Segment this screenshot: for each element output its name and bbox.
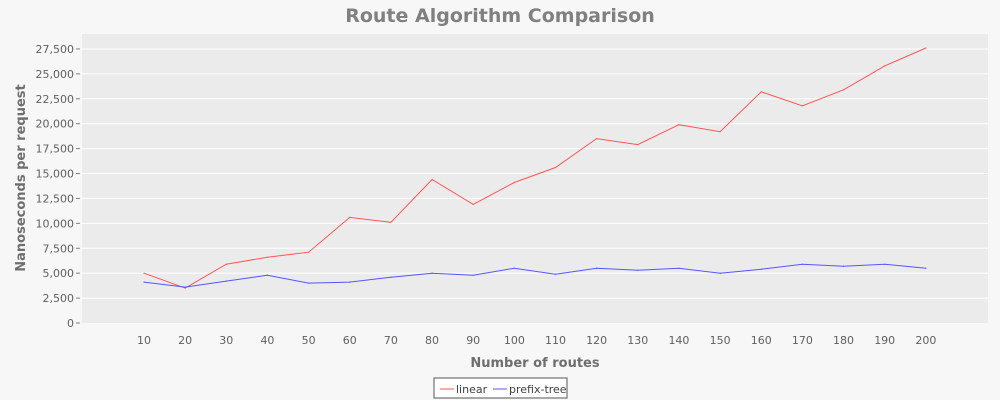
y-tick-label: 7,500 [43,242,75,255]
x-axis-label: Number of routes [470,356,599,371]
legend-label-linear: linear [456,383,488,396]
y-tick-label: 10,000 [36,217,75,230]
data-point-linear [637,144,639,146]
y-tick-label: 15,000 [36,168,75,181]
y-tick-label: 5,000 [43,267,75,280]
y-tick-label: 27,500 [36,43,75,56]
legend-frame [433,377,568,399]
legend: linear prefix-tree [433,377,568,399]
data-point-linear [554,166,557,169]
x-tick-label: 160 [751,334,772,347]
data-point-linear [801,105,804,107]
x-tick-label: 80 [425,334,439,347]
data-point-prefix-tree [349,281,351,283]
x-tick-label: 180 [833,334,854,347]
data-point-prefix-tree [801,263,804,265]
x-tick-label: 150 [710,334,731,347]
data-point-linear [884,65,886,67]
data-point-linear [842,89,845,91]
x-tick-label: 130 [627,334,648,347]
y-tick-label: 17,500 [36,143,75,156]
data-point-prefix-tree [472,274,474,276]
y-axis-label: Nanoseconds per request [14,84,29,271]
data-point-prefix-tree [431,272,433,274]
data-point-prefix-tree [925,267,927,269]
x-tick-label: 100 [504,334,525,347]
data-point-prefix-tree [554,273,557,275]
x-tick-label: 170 [792,334,813,347]
data-point-prefix-tree [184,286,186,288]
data-point-linear [678,124,680,126]
x-tick-label: 50 [302,334,316,347]
series-line-prefix-tree [143,263,926,288]
x-tick-label: 40 [260,334,274,347]
data-point-linear [266,256,268,258]
y-tick-label: 12,500 [36,192,75,205]
series-line-linear [143,47,927,289]
plot-area [82,34,988,323]
data-point-linear [513,181,515,184]
data-point-linear [719,131,721,133]
x-tick-label: 90 [466,334,480,347]
grid-lines [82,48,988,299]
data-point-linear [225,263,227,265]
x-tick-label: 60 [343,334,357,347]
data-point-linear [308,251,310,253]
y-tick-label: 20,000 [36,118,75,131]
y-tick-label: 25,000 [36,68,75,81]
x-tick-label: 30 [219,334,233,347]
data-point-prefix-tree [719,272,721,274]
data-point-linear [390,221,392,223]
y-tick-label: 2,500 [43,292,75,305]
data-point-prefix-tree [678,267,680,269]
data-point-prefix-tree [637,269,639,271]
data-point-prefix-tree [308,282,310,284]
data-point-linear [431,178,433,181]
series-lines [143,47,927,289]
legend-label-prefix-tree: prefix-tree [509,383,567,396]
data-point-prefix-tree [143,281,145,283]
data-point-prefix-tree [884,263,886,265]
data-point-prefix-tree [842,265,845,267]
axes: 0 2,500 5,000 7,500 10,000 12,500 15,000 17,500… [36,43,937,347]
x-tick-label: 190 [874,334,895,347]
y-tick-label: 22,500 [36,93,75,106]
data-point-prefix-tree [760,268,762,270]
data-point-prefix-tree [596,267,598,269]
x-tick-label: 70 [384,334,398,347]
data-point-prefix-tree [390,276,392,278]
data-point-linear [925,47,927,49]
data-point-prefix-tree [266,274,268,276]
data-point-linear [472,203,474,205]
x-tick-label: 10 [137,334,151,347]
data-point-linear [349,216,351,218]
x-tick-label: 110 [545,334,566,347]
data-point-prefix-tree [513,267,515,269]
x-tick-label: 200 [915,334,936,347]
data-point-prefix-tree [225,280,227,282]
x-tick-label: 120 [586,334,607,347]
data-point-linear [760,91,762,93]
chart-title: Route Algorithm Comparison [345,5,655,27]
data-point-linear [184,287,186,289]
x-tick-label: 140 [668,334,689,347]
data-point-linear [596,138,598,140]
data-point-linear [143,272,145,274]
y-tick-label: 0 [67,317,74,330]
x-tick-label: 20 [178,334,192,347]
